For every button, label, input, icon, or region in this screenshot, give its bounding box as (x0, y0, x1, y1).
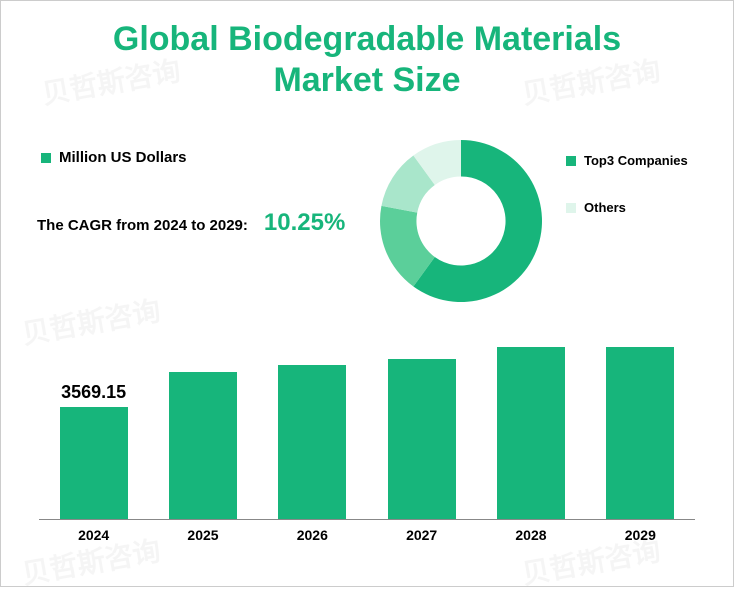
cagr-row: The CAGR from 2024 to 2029: 10.25% (37, 209, 345, 237)
x-axis-label: 2028 (476, 527, 585, 543)
unit-legend: Million US Dollars (41, 149, 187, 166)
x-axis-label: 2029 (586, 527, 695, 543)
chart-title-line1: Global Biodegradable Materials (113, 20, 621, 58)
bar-chart: 3569.15 202420252026202720282029 (39, 331, 695, 548)
x-axis-label: 2027 (367, 527, 476, 543)
chart-title-line2: Market Size (273, 61, 460, 99)
x-axis-label: 2026 (258, 527, 367, 543)
legend-swatch (566, 203, 576, 213)
donut-legend-item: Top3 Companies (566, 153, 688, 168)
bar (388, 359, 456, 519)
bar (169, 372, 237, 519)
bar-column: 3569.15 (39, 331, 148, 519)
donut-legend-item: Others (566, 200, 688, 215)
x-axis-label: 2025 (148, 527, 257, 543)
bar-column (258, 331, 367, 519)
unit-legend-label: Million US Dollars (59, 149, 187, 166)
unit-legend-swatch (41, 153, 51, 163)
bar-column (586, 331, 695, 519)
legend-swatch (566, 156, 576, 166)
cagr-value: 10.25% (264, 209, 345, 237)
chart-title: Global Biodegradable Materials Market Si… (1, 1, 733, 101)
bar-column (367, 331, 476, 519)
x-axis-label: 2024 (39, 527, 148, 543)
bar (606, 347, 674, 519)
bar-value-label: 3569.15 (61, 382, 126, 403)
cagr-label: The CAGR from 2024 to 2029: (37, 217, 248, 234)
bar-column (476, 331, 585, 519)
bar (60, 407, 128, 519)
bar-column (148, 331, 257, 519)
legend-label: Others (584, 200, 626, 215)
bar (278, 365, 346, 519)
legend-label: Top3 Companies (584, 153, 688, 168)
donut-legend: Top3 Companies Others (566, 153, 688, 247)
bar (497, 347, 565, 519)
donut-chart (371, 131, 551, 311)
